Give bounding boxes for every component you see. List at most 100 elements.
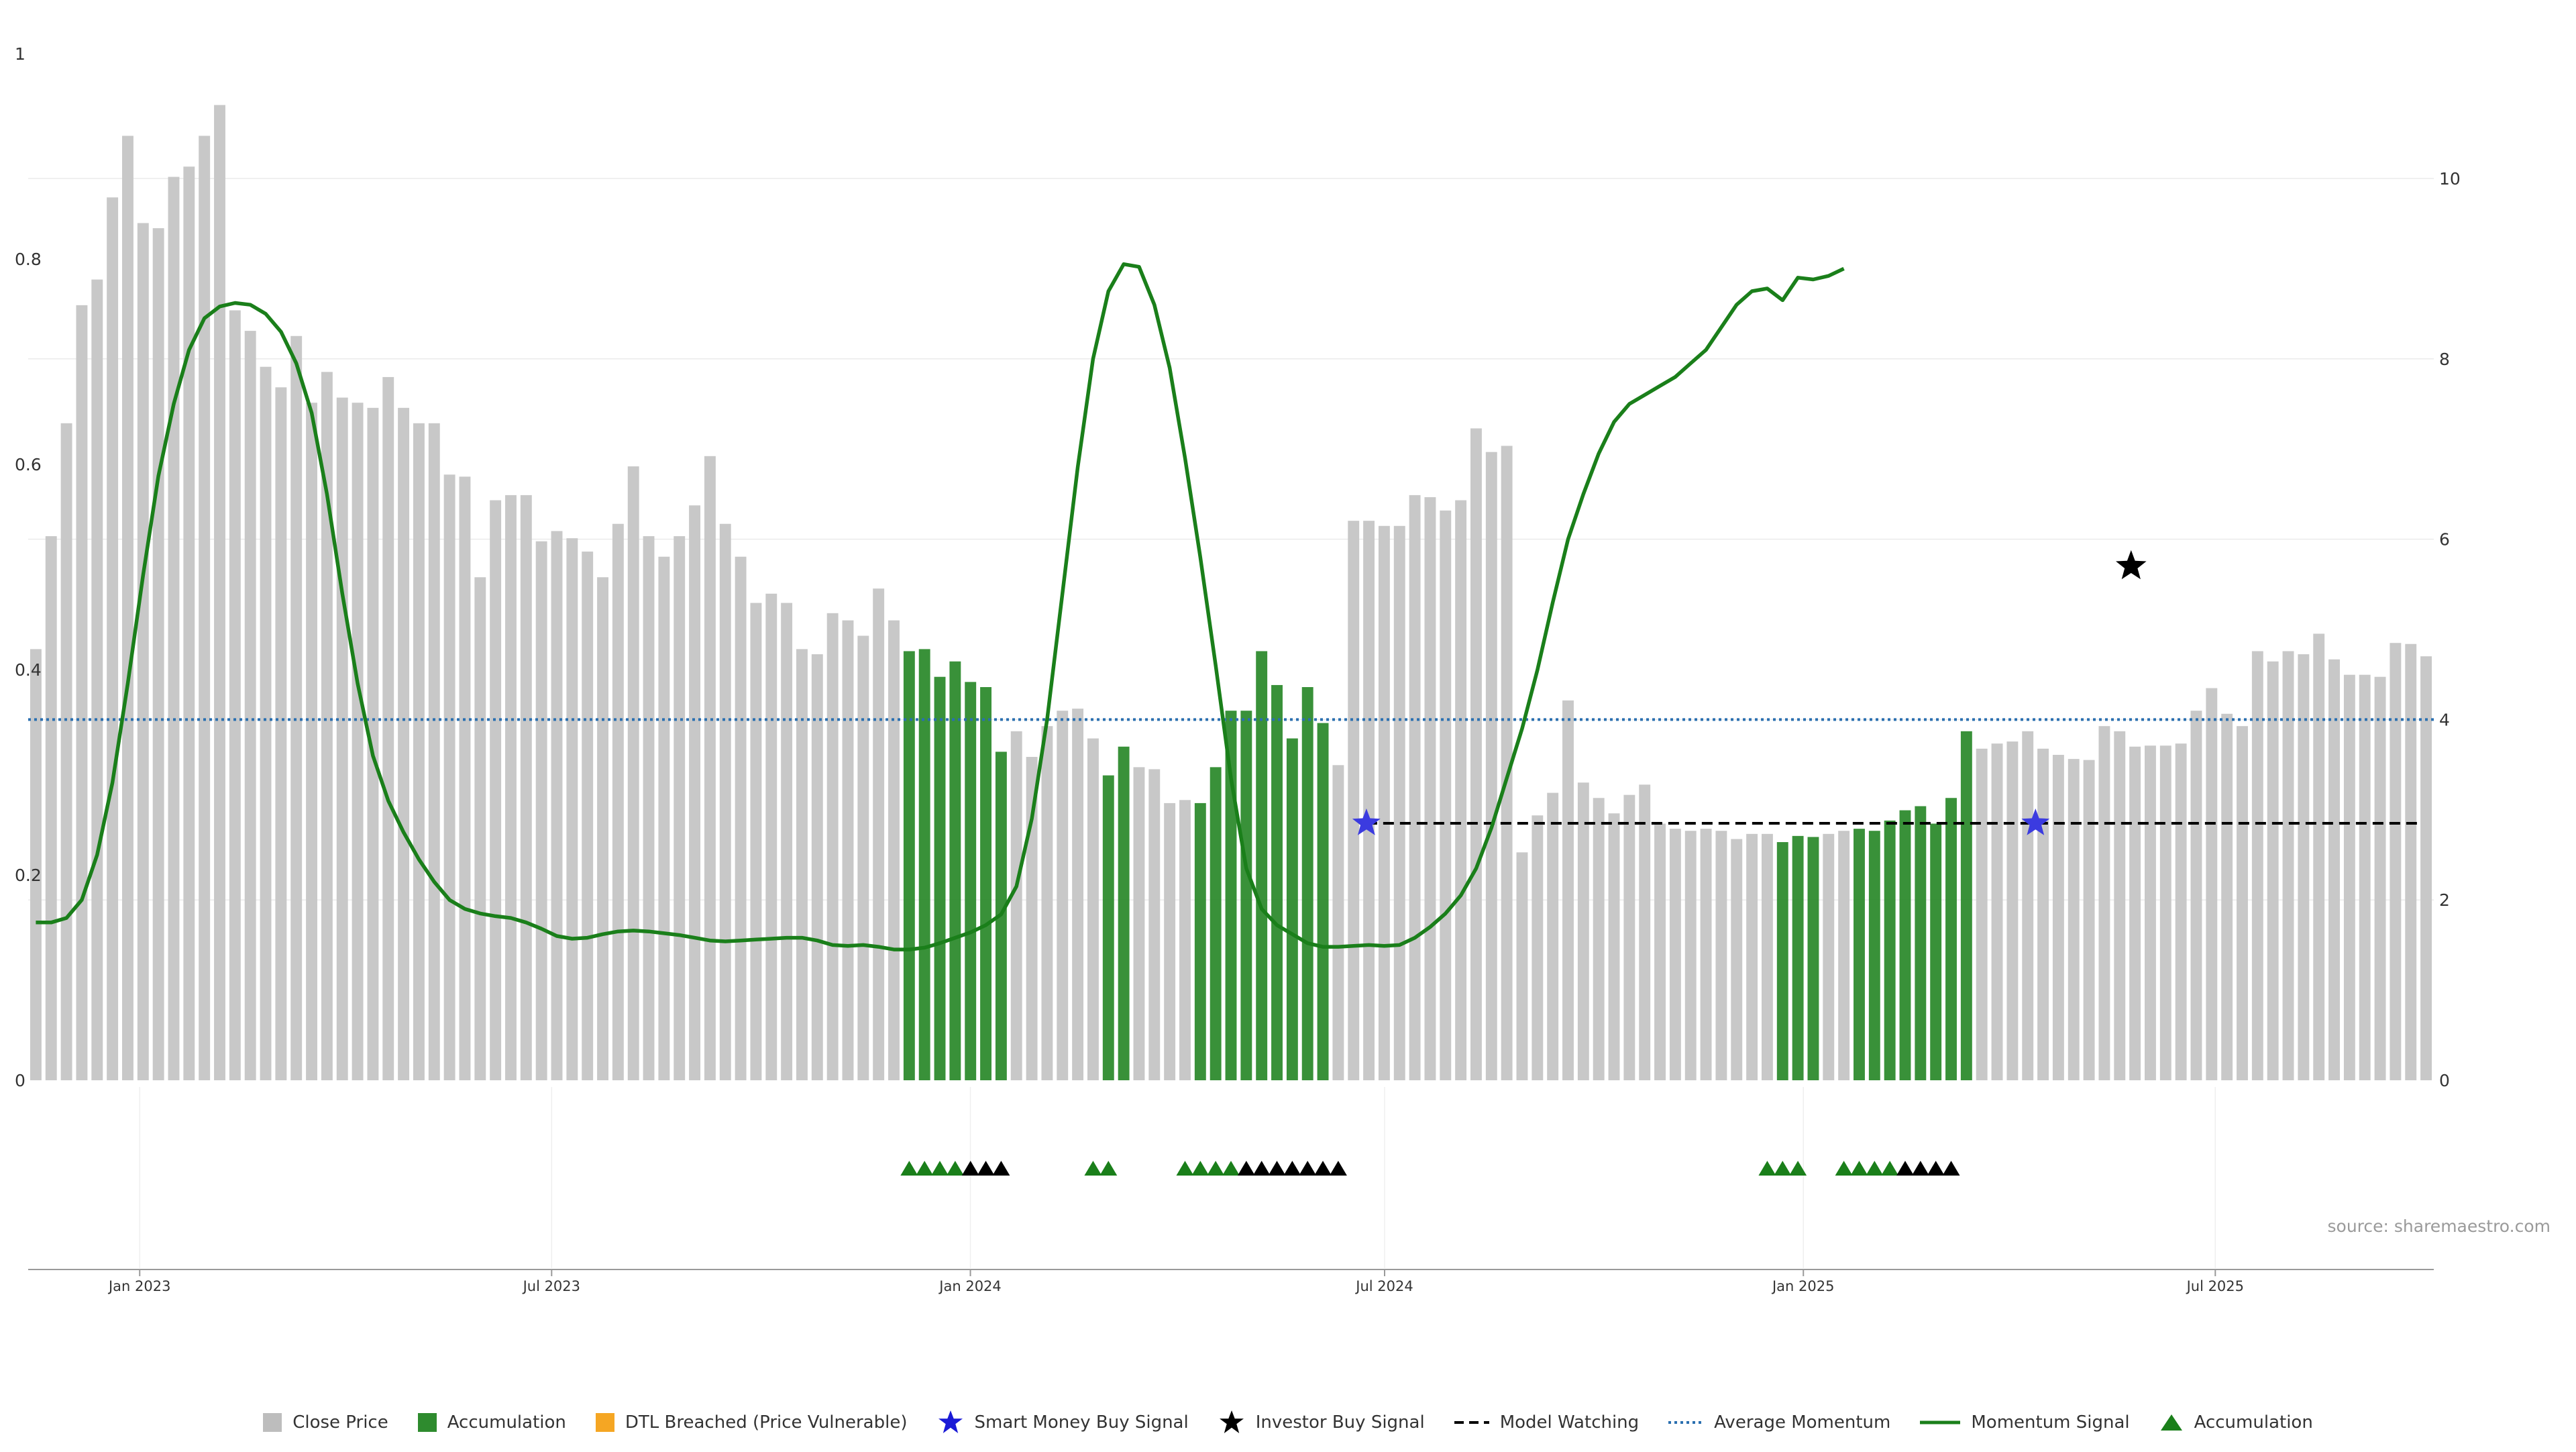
close-price-bar [582, 552, 594, 1080]
legend-item-dtl: DTL Breached (Price Vulnerable) [595, 1412, 908, 1433]
close-price-bar [674, 536, 686, 1080]
close-price-bar [428, 423, 440, 1080]
y-left-tick-label: 0.8 [15, 250, 42, 269]
close-price-bar [704, 456, 716, 1080]
close-price-bar [597, 577, 608, 1080]
accumulation-marker-black [1299, 1161, 1317, 1176]
close-price-bar [76, 305, 88, 1081]
close-price-bar [2267, 661, 2279, 1080]
close-price-bar [2006, 741, 2019, 1080]
accumulation-marker-black [961, 1161, 979, 1176]
close-price-bar [2083, 760, 2095, 1080]
close-price-bar [781, 603, 793, 1080]
y-right-tick-label: 2 [2439, 890, 2450, 910]
close-price-bar [1455, 500, 1467, 1080]
close-price-bar [2251, 651, 2263, 1080]
legend-label-accumulation: Accumulation [447, 1412, 566, 1433]
y-left-tick-label: 0.4 [15, 660, 42, 680]
accumulation-bar [1899, 810, 1911, 1080]
close-price-bar [1072, 709, 1084, 1080]
close-price-bar [2405, 643, 2417, 1080]
close-price-swatch [263, 1413, 282, 1432]
close-price-bar [2390, 643, 2402, 1080]
accumulation-marker [1758, 1161, 1776, 1176]
close-price-bar [627, 466, 639, 1080]
close-price-bar [2037, 748, 2049, 1080]
accumulation-marker-black [992, 1161, 1010, 1176]
accumulation-bar [1945, 798, 1957, 1080]
accumulation-marker [1789, 1161, 1807, 1176]
close-price-bar [1179, 800, 1191, 1080]
close-price-bar [290, 335, 303, 1080]
close-price-bar [352, 403, 364, 1080]
accumulation-marker [1191, 1161, 1210, 1176]
dotted-line-icon [1668, 1421, 1704, 1424]
close-price-bar [199, 136, 211, 1080]
accumulation-bar [1102, 775, 1114, 1080]
close-price-bar [1393, 525, 1405, 1080]
close-price-bar [765, 593, 777, 1080]
accumulation-bar [1256, 651, 1268, 1080]
accumulation-bar [1286, 738, 1298, 1080]
triangle-icon [2160, 1414, 2182, 1431]
accumulation-bar [1868, 831, 1880, 1080]
accumulation-marker [900, 1161, 918, 1176]
accumulation-marker [1774, 1161, 1792, 1176]
accumulation-marker-black [1314, 1161, 1332, 1176]
close-price-bar [2052, 754, 2064, 1080]
close-price-bar [1087, 738, 1099, 1080]
legend-item-momentum-signal: Momentum Signal [1920, 1412, 2130, 1433]
close-price-bar [566, 538, 578, 1080]
close-price-bar [275, 387, 287, 1080]
close-price-bar [535, 541, 547, 1080]
legend-item-accumulation-marker: Accumulation [2159, 1412, 2313, 1433]
close-price-bar [1041, 726, 1053, 1080]
accumulation-marker [1881, 1161, 1899, 1176]
line-icon [1920, 1420, 1961, 1424]
accumulation-bar [903, 651, 915, 1080]
x-tick-label: Jul 2023 [522, 1278, 580, 1294]
close-price-bar [1684, 831, 1697, 1080]
legend-item-model-watching: Model Watching [1454, 1412, 1639, 1433]
close-price-bar [2282, 651, 2294, 1080]
close-price-bar [1838, 831, 1850, 1080]
close-price-bar [1715, 831, 1727, 1080]
close-price-bar [474, 577, 486, 1080]
momentum-signal-line [36, 262, 1845, 951]
close-price-bar [1516, 852, 1528, 1080]
close-price-bar [1623, 794, 1635, 1080]
accumulation-bar [1194, 802, 1206, 1080]
close-price-bar [91, 279, 103, 1081]
legend-label-momentum-signal: Momentum Signal [1971, 1412, 2130, 1433]
dashed-line-icon [1454, 1421, 1489, 1424]
close-price-bar [1348, 521, 1360, 1080]
close-price-bar [2359, 674, 2371, 1080]
close-price-bar [1424, 497, 1436, 1080]
close-price-bar [214, 105, 225, 1080]
close-price-bar [1731, 839, 1743, 1080]
close-price-bar [260, 366, 272, 1080]
close-price-bar [1700, 829, 1712, 1080]
accumulation-bar [1960, 731, 1972, 1080]
star-icon [1219, 1410, 1244, 1433]
close-price-bar [796, 649, 808, 1080]
close-price-bar [873, 588, 885, 1080]
close-price-bar [490, 500, 502, 1080]
y-right-tick-label: 10 [2439, 169, 2461, 189]
legend-item-investor: Investor Buy Signal [1218, 1409, 1425, 1436]
accumulation-bar [1854, 829, 1865, 1080]
accumulation-marker [1835, 1161, 1853, 1176]
accumulation-marker [1222, 1161, 1240, 1176]
close-price-bar [520, 495, 532, 1080]
close-price-bar [1608, 813, 1620, 1080]
accumulation-marker [1866, 1161, 1884, 1176]
close-price-bar [45, 536, 57, 1080]
close-price-bar [1133, 767, 1145, 1080]
close-price-bar [1332, 765, 1344, 1080]
close-price-bar [244, 331, 256, 1081]
legend-item-close-price: Close Price [263, 1412, 388, 1433]
accumulation-marker-black [1283, 1161, 1301, 1176]
y-right-tick-label: 6 [2439, 530, 2450, 550]
close-price-bar [689, 505, 701, 1080]
x-tick-label: Jul 2024 [1354, 1278, 1413, 1294]
